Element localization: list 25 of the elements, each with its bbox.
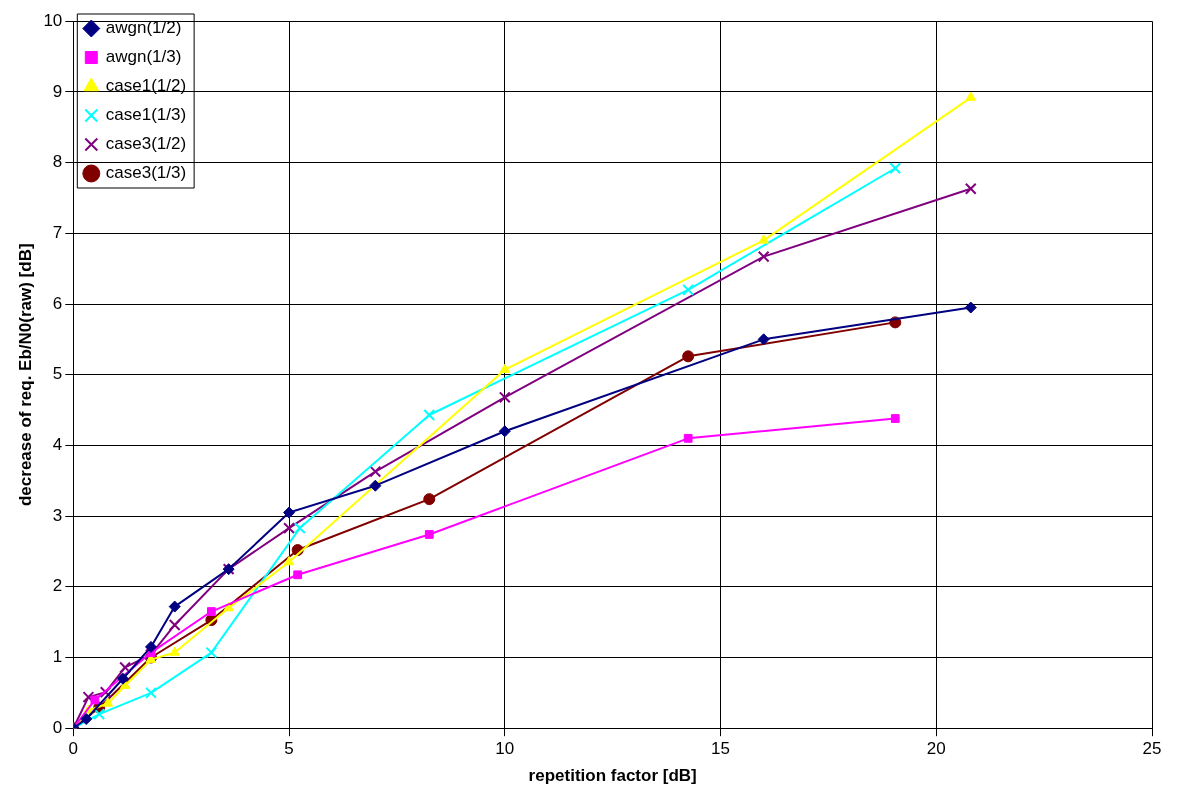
y-axis-title: decrease of req. Eb/N0(raw) [dB] bbox=[15, 243, 35, 507]
y-tick-label: 9 bbox=[52, 81, 63, 101]
y-tick-label: 6 bbox=[52, 293, 63, 313]
y-tick-label: 3 bbox=[52, 505, 63, 525]
legend-label: case1(1/2) bbox=[105, 76, 187, 96]
x-axis-title: repetition factor [dB] bbox=[528, 766, 697, 786]
y-tick-label: 2 bbox=[52, 576, 63, 596]
x-tick-label: 25 bbox=[1142, 739, 1162, 759]
y-tick-label: 7 bbox=[52, 222, 63, 242]
legend-label: case3(1/2) bbox=[105, 134, 187, 154]
y-tick-label: 1 bbox=[52, 647, 63, 667]
y-tick-label: 5 bbox=[52, 364, 63, 384]
y-tick-label: 0 bbox=[52, 717, 63, 737]
y-tick-label: 4 bbox=[52, 435, 63, 455]
legend-label: awgn(1/3) bbox=[105, 47, 182, 67]
x-tick-label: 15 bbox=[711, 739, 730, 759]
y-tick-label: 10 bbox=[43, 10, 63, 30]
y-tick-label: 8 bbox=[52, 152, 63, 172]
legend-label: case3(1/3) bbox=[105, 163, 187, 183]
x-tick-label: 0 bbox=[68, 739, 79, 759]
legend-label: case1(1/3) bbox=[105, 105, 187, 125]
legend-label: awgn(1/2) bbox=[105, 18, 182, 38]
x-tick-label: 20 bbox=[926, 739, 946, 759]
x-tick-label: 10 bbox=[495, 739, 515, 759]
x-tick-label: 5 bbox=[284, 739, 294, 759]
